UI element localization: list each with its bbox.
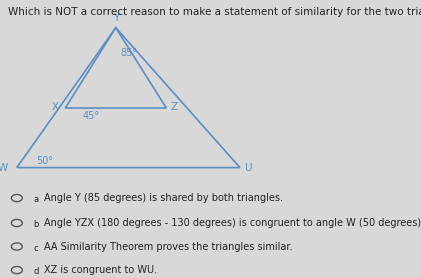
Text: a: a: [33, 195, 38, 204]
Text: 85°: 85°: [120, 48, 137, 58]
Text: W: W: [0, 163, 8, 173]
Text: Angle Y (85 degrees) is shared by both triangles.: Angle Y (85 degrees) is shared by both t…: [44, 193, 283, 203]
Text: Angle YZX (180 degrees - 130 degrees) is congruent to angle W (50 degrees).: Angle YZX (180 degrees - 130 degrees) is…: [44, 218, 421, 228]
Text: d: d: [33, 267, 38, 276]
Text: 45°: 45°: [82, 111, 99, 121]
Text: AA Similarity Theorem proves the triangles similar.: AA Similarity Theorem proves the triangl…: [44, 242, 293, 252]
Text: XZ is congruent to WU.: XZ is congruent to WU.: [44, 265, 157, 275]
Text: Which is NOT a correct reason to make a statement of similarity for the two tria: Which is NOT a correct reason to make a …: [8, 7, 421, 17]
Text: Y: Y: [113, 13, 119, 23]
Text: 50°: 50°: [36, 156, 53, 166]
Text: b: b: [33, 220, 38, 229]
Text: U: U: [245, 163, 252, 173]
Text: X: X: [52, 102, 59, 112]
Text: c: c: [34, 244, 38, 253]
Text: Z: Z: [171, 102, 178, 112]
